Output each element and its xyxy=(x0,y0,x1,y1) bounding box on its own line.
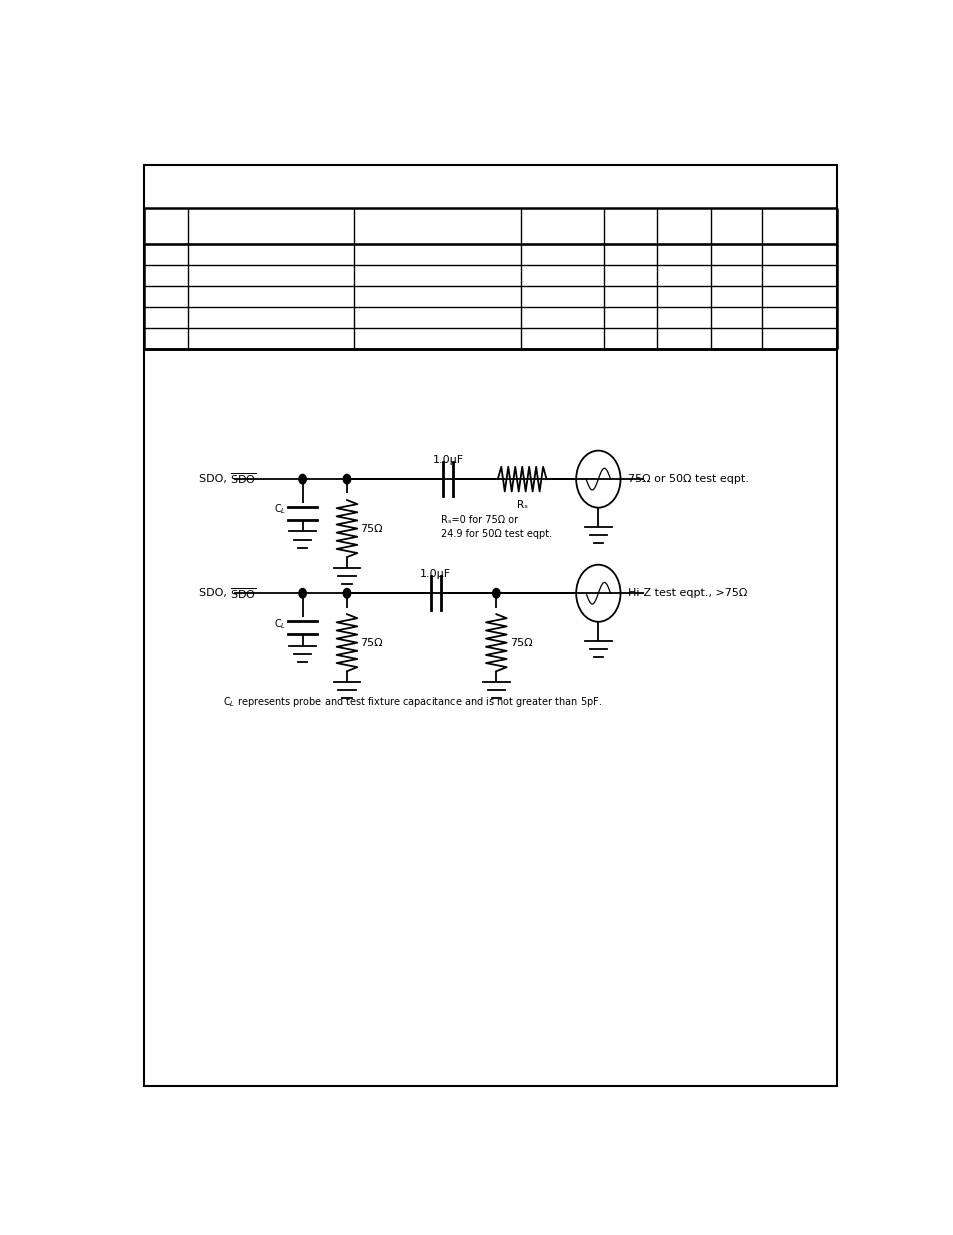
Circle shape xyxy=(343,474,351,484)
Text: $\overline{\mathregular{SDO}}$: $\overline{\mathregular{SDO}}$ xyxy=(230,585,256,600)
Text: 75Ω: 75Ω xyxy=(360,637,382,647)
Text: C$_L$: C$_L$ xyxy=(274,616,286,631)
Circle shape xyxy=(298,589,306,598)
Circle shape xyxy=(343,589,351,598)
Text: 1.0μF: 1.0μF xyxy=(419,569,451,579)
Text: 75Ω: 75Ω xyxy=(360,524,382,534)
Text: SDO,: SDO, xyxy=(198,474,230,484)
Text: Hi-Z test eqpt., >75Ω: Hi-Z test eqpt., >75Ω xyxy=(627,588,746,598)
Circle shape xyxy=(298,474,306,484)
Text: Rₛ=0 for 75Ω or
24.9 for 50Ω test eqpt.: Rₛ=0 for 75Ω or 24.9 for 50Ω test eqpt. xyxy=(440,515,552,540)
Circle shape xyxy=(492,589,499,598)
Text: 75Ω or 50Ω test eqpt.: 75Ω or 50Ω test eqpt. xyxy=(627,474,748,484)
Text: 75Ω: 75Ω xyxy=(509,637,532,647)
Text: C$_L$ represents probe and test fixture capacitance and is not greater than 5pF.: C$_L$ represents probe and test fixture … xyxy=(222,695,601,709)
Text: C$_L$: C$_L$ xyxy=(274,503,286,516)
Text: 1.0μF: 1.0μF xyxy=(433,456,463,466)
Text: $\overline{\mathregular{SDO}}$: $\overline{\mathregular{SDO}}$ xyxy=(230,472,256,487)
Text: Rₛ: Rₛ xyxy=(517,500,527,510)
Text: SDO,: SDO, xyxy=(198,588,230,598)
